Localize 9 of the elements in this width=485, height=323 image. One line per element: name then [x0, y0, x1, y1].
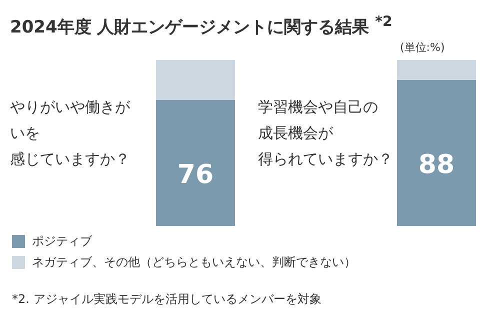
data-label: 76: [177, 160, 214, 190]
x-tick-label: やりがいや働きがいを感じていますか？: [10, 97, 131, 170]
text: *2. アジャイル実践モデルを活用しているメンバーを対象: [12, 291, 322, 308]
legend-label: ポジティブ: [32, 233, 92, 250]
chart-title: 2024年度 人財エンゲージメントに関する結果 $^{*2}$: [10, 14, 392, 39]
legend-label: ネガティブ、その他（どちらともいえない、判断できない）: [32, 254, 356, 271]
x-tick-label: 学習機会や自己の成長機会が得られていますか？: [258, 97, 394, 170]
chart-subtitle: (単位:%): [400, 40, 445, 55]
data-label: 88: [418, 150, 455, 180]
